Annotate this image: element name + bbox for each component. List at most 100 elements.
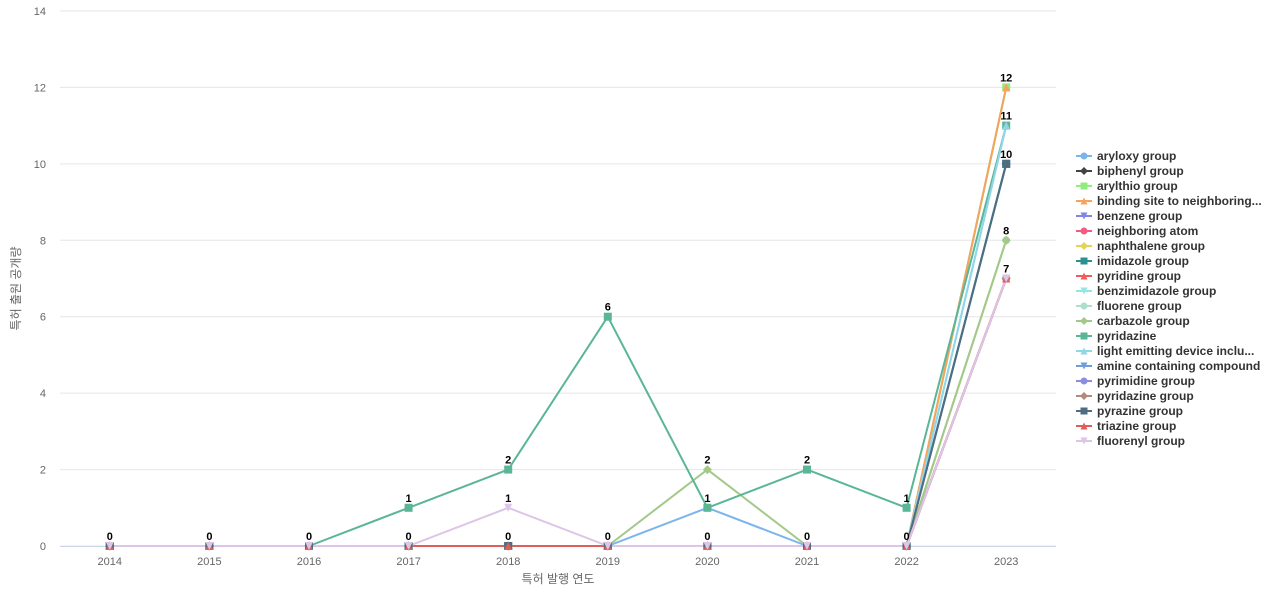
data-point[interactable] [703,503,712,512]
legend-marker-icon [1080,317,1088,325]
data-point[interactable] [404,542,413,550]
y-tick-label: 10 [34,159,46,171]
data-label: 1 [505,493,511,505]
data-label: 0 [904,531,910,543]
data-point[interactable] [504,542,513,550]
data-point[interactable] [702,465,712,475]
legend-item[interactable]: aryloxy group [1076,149,1176,163]
y-tick-label: 2 [40,465,46,477]
data-point[interactable] [603,542,612,550]
legend-marker-icon [1080,182,1088,190]
data-point[interactable] [504,503,513,512]
series-line [109,278,1008,547]
legend-item[interactable]: naphthalene group [1076,239,1205,253]
legend-label: benzimidazole group [1097,284,1216,298]
series-line [109,163,1008,547]
data-point[interactable] [205,542,214,550]
series-line [109,125,1008,547]
series-line [109,278,1008,547]
legend-item[interactable]: imidazole group [1076,254,1189,268]
legend-label: biphenyl group [1097,164,1184,178]
legend-label: naphthalene group [1097,239,1205,253]
series-line [109,278,1008,547]
legend-marker-icon [1080,302,1088,310]
data-point[interactable] [1002,274,1011,283]
data-point[interactable] [603,312,612,321]
x-tick-label: 2019 [596,556,620,568]
legend-item[interactable]: biphenyl group [1076,164,1184,178]
legend-item[interactable]: pyridine group [1076,269,1181,283]
data-label: 0 [704,531,710,543]
data-point[interactable] [305,542,313,550]
data-point[interactable] [803,542,811,550]
x-tick-label: 2022 [894,556,918,568]
data-point[interactable] [105,542,114,550]
legend-marker-icon [1080,377,1088,385]
data-point[interactable] [902,503,911,512]
y-tick-label: 6 [40,312,46,324]
y-tick-label: 8 [40,235,46,247]
data-label: 0 [505,531,511,543]
series-line [109,278,1008,547]
y-tick-label: 14 [34,6,46,18]
series-line [109,163,1008,547]
legend-item[interactable]: binding site to neighboring... [1076,194,1262,208]
series-line [109,125,1008,547]
legend-marker-icon [1080,257,1088,265]
data-label: 0 [804,531,810,543]
data-label: 1 [704,493,710,505]
data-point[interactable] [404,503,413,512]
legend-label: aryloxy group [1097,149,1176,163]
series-line [109,125,1008,547]
legend-marker-icon [1080,152,1088,160]
legend-item[interactable]: pyrazine group [1076,404,1183,418]
legend-item[interactable]: carbazole group [1076,314,1190,328]
legend-item[interactable]: benzene group [1076,209,1182,223]
y-axis-title: 특허 출원 공개량 [9,247,23,331]
legend-label: imidazole group [1097,254,1189,268]
legend-marker-icon [1080,167,1088,175]
legend-label: carbazole group [1097,314,1190,328]
data-label: 0 [306,531,312,543]
data-point[interactable] [1001,235,1011,245]
data-point[interactable] [703,542,712,550]
legend-item[interactable]: amine containing compound [1076,359,1260,373]
data-label: 10 [1000,149,1012,161]
legend-label: pyrimidine group [1097,374,1195,388]
legend-marker-icon [1080,242,1088,250]
data-point[interactable] [1002,83,1011,92]
legend-marker-icon [1080,407,1088,415]
data-point[interactable] [504,465,513,474]
y-tick-label: 12 [34,82,46,94]
data-point[interactable] [902,542,911,550]
x-tick-label: 2023 [994,556,1018,568]
series-lines [109,87,1008,547]
legend-marker-icon [1080,422,1088,430]
data-label: 11 [1000,111,1012,123]
legend-label: benzene group [1097,209,1182,223]
legend-item[interactable]: benzimidazole group [1076,284,1216,298]
legend-item[interactable]: light emitting device inclu... [1076,344,1254,358]
legend-label: triazine group [1097,419,1176,433]
legend-item[interactable]: arylthio group [1076,179,1178,193]
x-tick-label: 2015 [197,556,221,568]
legend-item[interactable]: pyridazine group [1076,389,1194,403]
legend-item[interactable]: neighboring atom [1076,224,1198,238]
data-label: 2 [704,455,710,467]
data-label: 2 [804,455,810,467]
data-point[interactable] [1002,159,1011,168]
x-axis-title: 특허 발행 연도 [522,571,595,586]
data-point[interactable] [803,465,811,474]
data-point[interactable] [1002,121,1011,130]
legend-item[interactable]: pyrimidine group [1076,374,1195,388]
legend-label: fluorene group [1097,299,1182,313]
legend-item[interactable]: triazine group [1076,419,1176,433]
data-label: 2 [505,455,511,467]
x-tick-label: 2014 [98,556,122,568]
legend-item[interactable]: pyridazine [1076,329,1157,343]
legend-item[interactable]: fluorenyl group [1076,434,1185,448]
legend-item[interactable]: fluorene group [1076,299,1182,313]
legend-marker-icon [1080,272,1088,280]
data-label: 0 [605,531,611,543]
